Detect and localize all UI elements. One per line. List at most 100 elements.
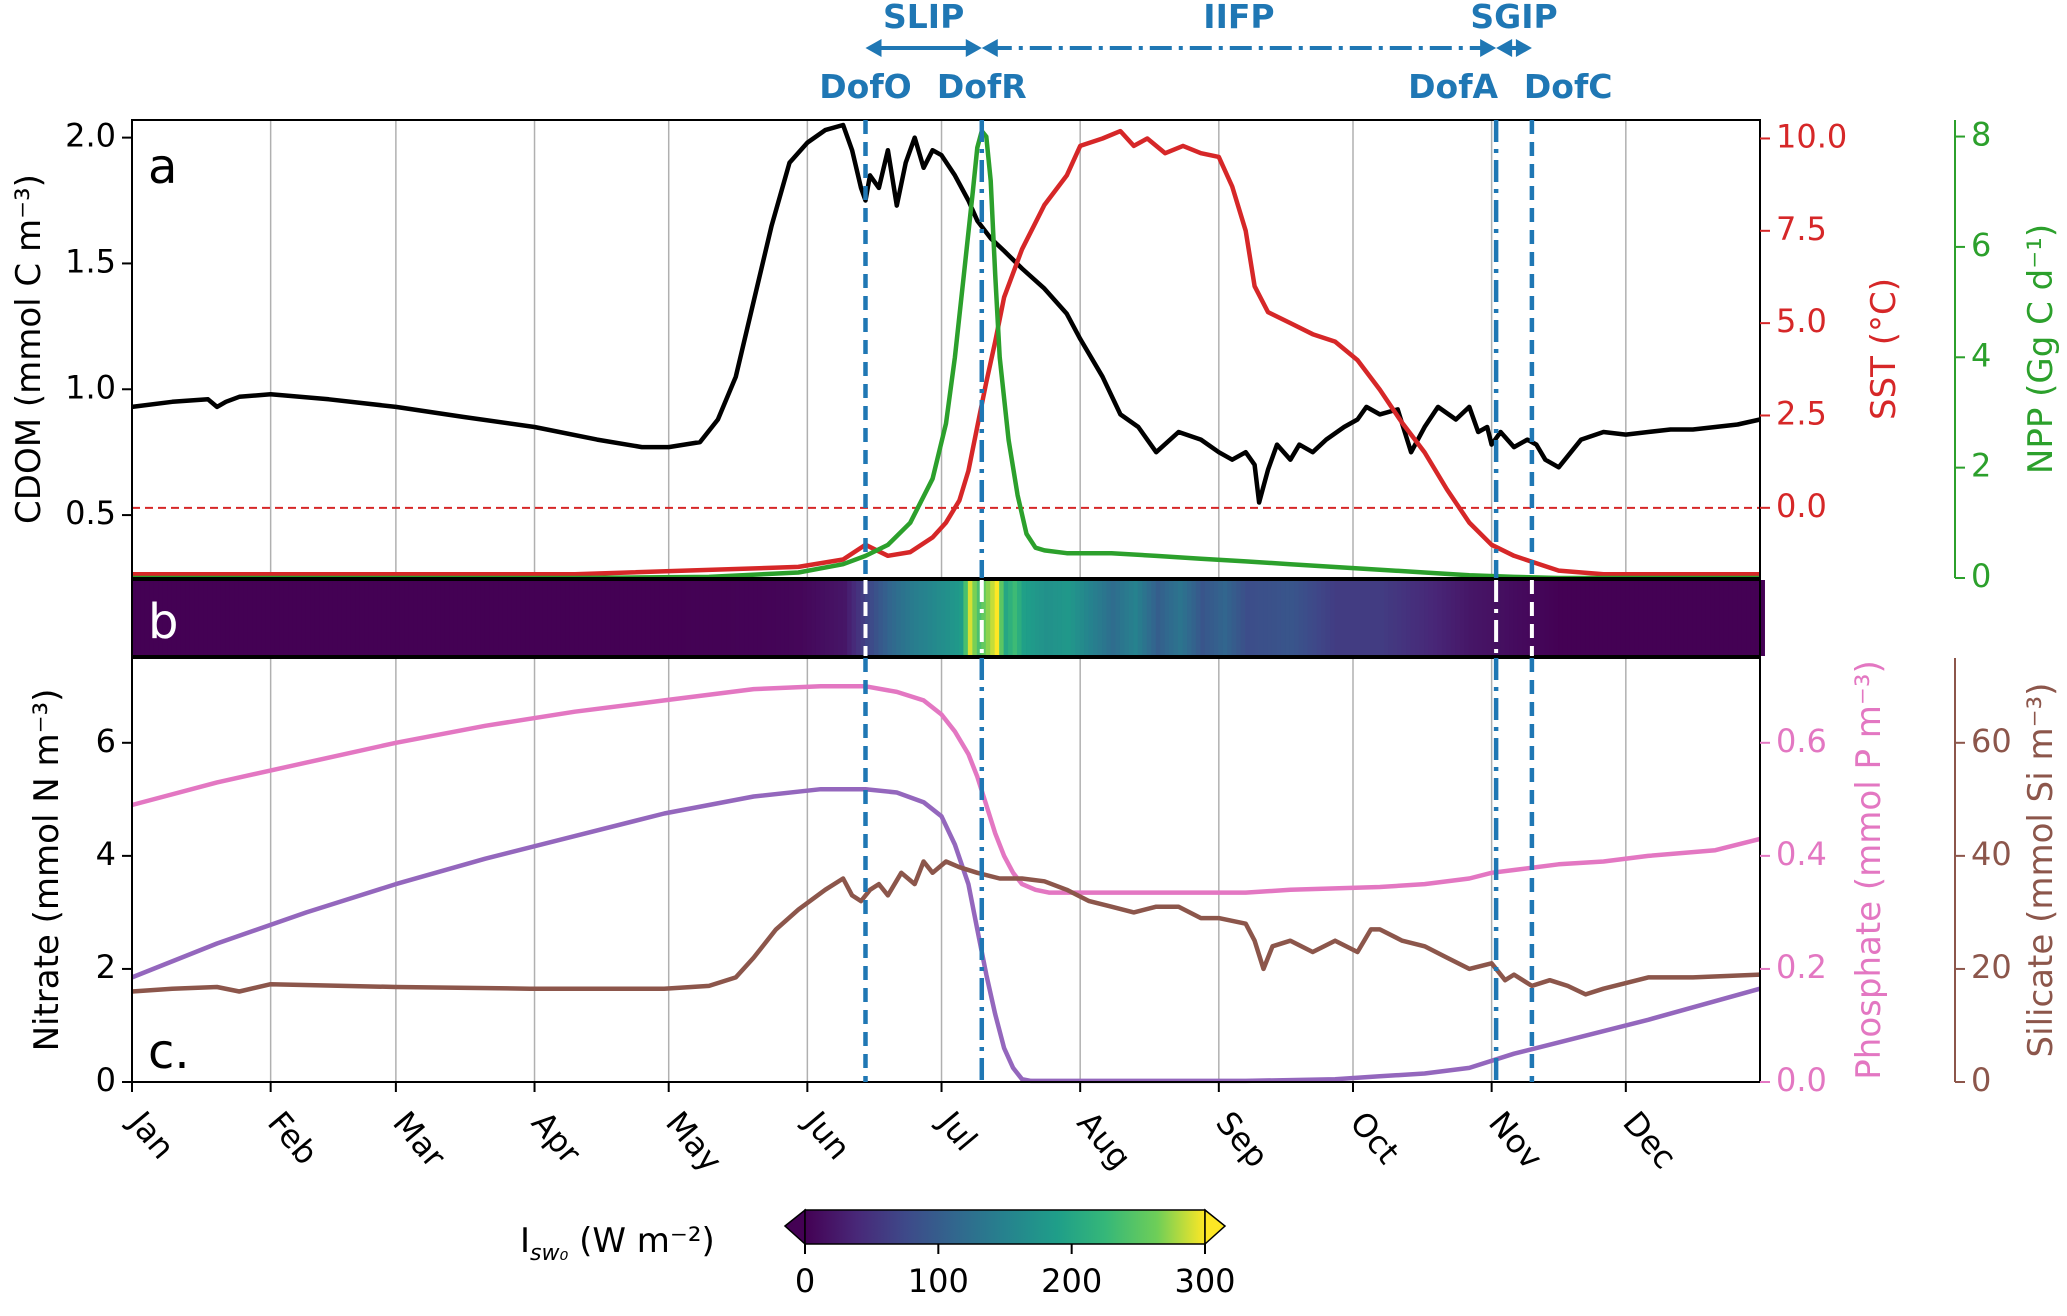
heatmap-cell [1146,580,1153,656]
heatmap-cell [1021,580,1028,656]
heatmap-cell [167,580,173,656]
heatmap-cell [1079,580,1086,656]
colorbar-tick-label: 0 [795,1262,815,1300]
heatmap-cell [650,580,656,656]
heatmap-cell [806,580,813,656]
heatmap-cell [341,580,348,656]
heatmap-cell [538,580,544,656]
heatmap-cell [627,580,634,656]
event-label-dofc: DofC [1524,67,1613,106]
heatmap-cell [270,580,276,656]
heatmap-cell [1227,580,1233,656]
heatmap-cell [784,580,790,656]
heatmap-cell [1231,580,1238,656]
heatmap-cell [399,580,406,656]
heatmap-cell [730,580,737,656]
heatmap-cell [1365,580,1372,656]
heatmap-cell [408,580,415,656]
heatmap-cell [1728,580,1734,656]
heatmap-cell [256,580,263,656]
nitrate-tick-label: 4 [96,835,116,873]
heatmap-cell [135,580,142,656]
heatmap-cell [1330,580,1336,656]
heatmap-cell [1097,580,1104,656]
heatmap-cell [788,580,795,656]
heatmap-cell [936,580,943,656]
x-tick-label-dec: Dec [1615,1104,1684,1176]
heatmap-cell [1258,580,1265,656]
heatmap-cell [771,580,777,656]
heatmap-cell [310,580,316,656]
colorbar-label: Isw₀ (W m⁻²) [520,1221,715,1266]
heatmap-cell [900,580,907,656]
heatmap-cell [1222,580,1229,656]
heatmap-cell [945,580,951,656]
heatmap-cell [404,580,410,656]
heatmap-cell [238,580,245,656]
cdom-tick-label: 0.5 [65,494,116,532]
heatmap-cell [314,580,321,656]
heatmap-cell [1571,580,1578,656]
heatmap-cell [180,580,187,656]
heatmap-cell [1553,580,1560,656]
heatmap-cell [520,580,527,656]
heatmap-cell [1450,580,1457,656]
period-arrowhead-end-sgip [1515,39,1532,57]
heatmap-cell [1567,580,1573,656]
heatmap-cell [1334,580,1341,656]
heatmap-cell [695,580,701,656]
plot-frame-b [131,579,1761,657]
heatmap-cell [766,580,773,656]
heatmap-cell [565,580,571,656]
heatmap-cell [717,580,723,656]
heatmap-cell [556,580,562,656]
event-label-dofo: DofO [819,67,911,106]
heatmap-cell [1008,580,1014,656]
heatmap-cell [949,580,956,656]
plot-frame-a [131,119,1761,579]
heatmap-cell [323,580,330,656]
heatmap-cell [440,580,446,656]
heatmap-cell [873,580,880,656]
npp-line [132,128,1760,581]
heatmap-cell [1486,580,1493,656]
heatmap-cell [1678,580,1685,656]
silicate-tick-label: 40 [1971,835,2012,873]
heatmap-cell [1048,580,1054,656]
heatmap-cell [699,580,705,656]
x-tick-label-jun: Jun [796,1103,859,1167]
heatmap-cell [449,580,455,656]
heatmap-cell [1361,580,1367,656]
ticks-c-left: 0 2 4 6 [96,722,132,1099]
heatmap-cell [918,580,925,656]
colorbar-extend-high [1204,1208,1227,1246]
heatmap-cell [1589,580,1596,656]
heatmap-cell [1607,580,1613,656]
heatmap-cell [203,580,209,656]
heatmap-cell [1236,580,1242,656]
heatmap-cell [847,580,853,656]
heatmap-cell [824,580,831,656]
heatmap-cell [932,580,938,656]
heatmap-cell [820,580,826,656]
grid-a [131,120,1627,578]
heatmap-cell [1209,580,1215,656]
heatmap-cell [864,580,871,656]
heatmap-cell [994,580,1001,656]
heatmap-cell [216,580,222,656]
heatmap-cell [1119,580,1126,656]
heatmap-cell [547,580,553,656]
heatmap-cell [489,580,495,656]
heatmap-cell [1732,580,1739,656]
heatmap-cell [1410,580,1417,656]
heatmap-cell [1039,580,1045,656]
heatmap-cell [1746,580,1752,656]
heatmap-cell [1446,580,1452,656]
heatmap-cell [623,580,629,656]
panel-letter-b: b [148,594,178,650]
period-arrowhead-start-sgip [1496,39,1513,57]
heatmap-cell [1719,580,1725,656]
heatmap-cell [516,580,522,656]
heatmap-cell [1352,580,1358,656]
